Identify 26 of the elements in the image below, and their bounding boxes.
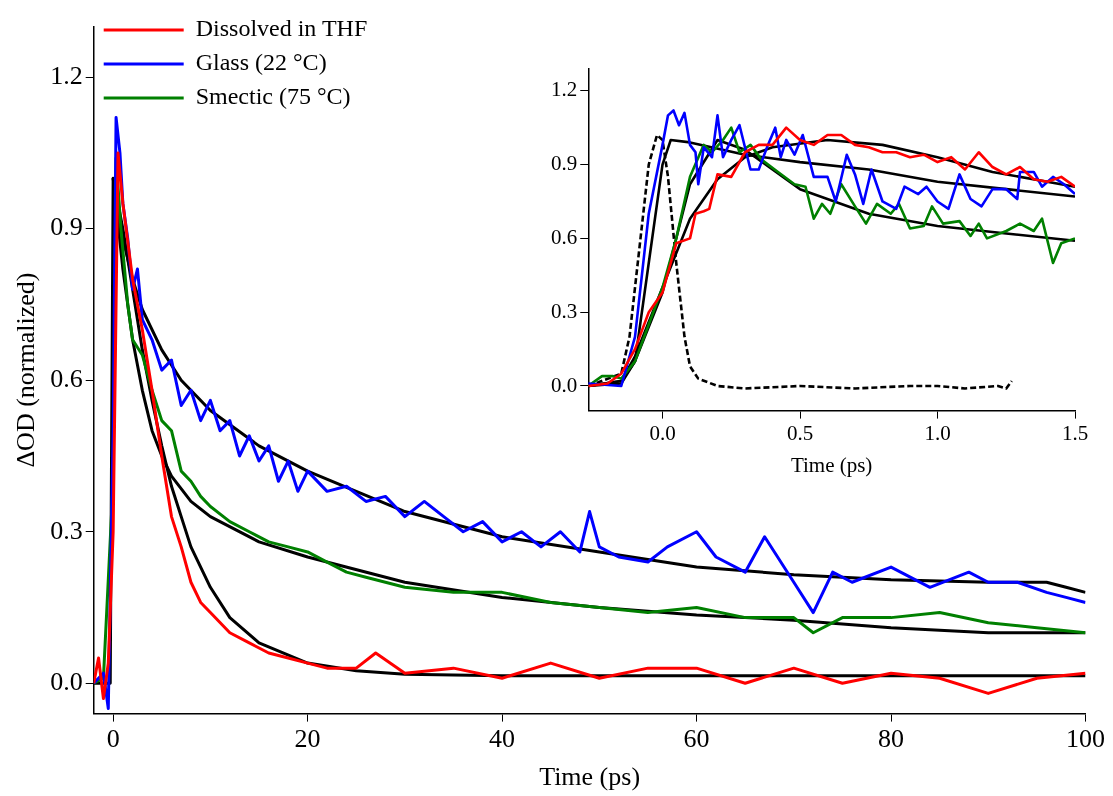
y-tick-label: 0.0 xyxy=(551,372,578,397)
y-tick-label: 0.6 xyxy=(551,224,578,249)
y-tick-label: 0.9 xyxy=(551,151,578,176)
y-tick-label: 0.3 xyxy=(50,515,83,545)
y-tick-label: 0.6 xyxy=(50,364,83,394)
legend-label: Smectic (75 °C) xyxy=(195,83,351,110)
x-tick-label: 0 xyxy=(106,724,120,754)
legend-label: Glass (22 °C) xyxy=(195,49,327,76)
x-tick-label: 0.0 xyxy=(649,420,676,445)
y-tick-label: 0.9 xyxy=(50,212,83,242)
y-tick-label: 1.2 xyxy=(551,77,578,102)
x-tick-label: 1.5 xyxy=(1061,420,1089,445)
y-tick-label: 0.3 xyxy=(551,298,578,323)
x-axis-title: Time (ps) xyxy=(790,452,873,477)
x-tick-label: 20 xyxy=(294,724,321,754)
x-tick-label: 0.5 xyxy=(786,420,814,445)
x-tick-label: 60 xyxy=(683,724,710,754)
y-axis-title: ΔOD (normalized) xyxy=(11,272,41,468)
x-tick-label: 100 xyxy=(1066,724,1105,754)
x-tick-label: 40 xyxy=(489,724,516,754)
x-tick-label: 80 xyxy=(878,724,905,754)
legend-label: Dissolved in THF xyxy=(195,15,368,42)
x-tick-label: 1.0 xyxy=(924,420,951,445)
x-axis-title: Time (ps) xyxy=(539,762,641,792)
y-tick-label: 0.0 xyxy=(50,667,83,697)
y-tick-label: 1.2 xyxy=(50,60,83,90)
